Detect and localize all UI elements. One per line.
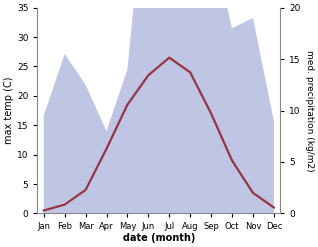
Y-axis label: med. precipitation (kg/m2): med. precipitation (kg/m2) [305, 50, 314, 171]
X-axis label: date (month): date (month) [123, 233, 195, 243]
Y-axis label: max temp (C): max temp (C) [4, 77, 14, 144]
